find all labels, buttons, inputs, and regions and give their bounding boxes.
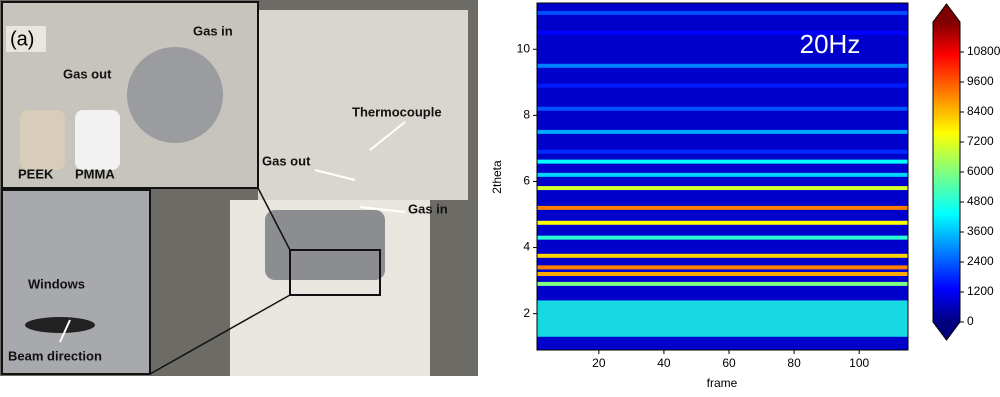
arrow (359, 206, 406, 213)
inset-bottom (1, 189, 151, 375)
plot-frame (536, 2, 909, 351)
colorbar-tick-label: 7200 (967, 134, 994, 148)
panel-label: (a) (10, 28, 34, 50)
photo-label: Gas in (408, 201, 448, 216)
x-tick-label: 60 (722, 356, 736, 370)
colorbar-extend (933, 322, 960, 340)
arrow (314, 169, 356, 181)
photo-label: Gas in (193, 23, 233, 38)
photo-label: Beam direction (8, 348, 102, 363)
photo-label: PMMA (75, 166, 115, 181)
heatmap-band (537, 300, 908, 337)
photo-label: Thermocouple (352, 104, 442, 119)
x-tick-label: 20 (592, 356, 606, 370)
colorbar-tick-label: 3600 (967, 224, 994, 238)
photo-label: Windows (28, 276, 85, 291)
heatmap-stripe (537, 271, 908, 276)
heatmap-stripe (537, 83, 908, 88)
cell (265, 210, 385, 280)
heatmap-stripe (537, 30, 908, 35)
zoom-line (149, 294, 291, 375)
heatmap-stripe (537, 149, 908, 154)
y-tick-label: 8 (523, 108, 530, 122)
label-bg (6, 26, 46, 52)
heatmap-stripe (537, 186, 908, 191)
y-tick-label: 2 (523, 306, 530, 320)
heatmap-stripe (537, 106, 908, 111)
y-tick-label: 10 (517, 41, 531, 55)
equipment (258, 10, 468, 200)
photo-label: Gas out (262, 153, 311, 168)
heatmap-stripe (537, 205, 908, 210)
heatmap-stripe (537, 220, 908, 225)
arrow (59, 319, 71, 343)
colorbar-tick-label: 0 (967, 314, 974, 328)
colorbar-tick-label: 4800 (967, 194, 994, 208)
zoom-box (289, 249, 381, 296)
heatmap-stripe (537, 265, 908, 270)
colorbar-tick-label: 9600 (967, 74, 994, 88)
heatmap-stripe (537, 172, 908, 177)
flange (127, 47, 223, 143)
heatmap-stripe (537, 129, 908, 134)
x-tick-label: 80 (787, 356, 801, 370)
colorbar-tick-label: 8400 (967, 104, 994, 118)
peek-ring (20, 110, 65, 170)
photo: (a) Gas in Gas out PEEK PMMA Thermocoupl… (0, 0, 478, 376)
zoom-line (257, 187, 291, 251)
arrow (369, 121, 406, 151)
heatmap-stripe (537, 253, 908, 258)
y-axis-label: 2theta (490, 160, 504, 194)
heatmap-stripe (537, 281, 908, 286)
photo-label: Gas out (63, 66, 112, 81)
x-tick-label: 40 (657, 356, 671, 370)
x-axis-label: frame (707, 376, 738, 390)
heatmap-stripe (537, 10, 908, 15)
colorbar-tick-label: 1200 (967, 284, 994, 298)
colorbar-extend (933, 4, 960, 22)
heatmap-stripe (537, 63, 908, 68)
pmma-ring (75, 110, 120, 170)
heatmap-stripe (537, 159, 908, 164)
y-tick-label: 4 (523, 240, 530, 254)
colorbar-tick-label: 6000 (967, 164, 994, 178)
photo-label: PEEK (18, 166, 54, 181)
heatmap-stripe (537, 235, 908, 240)
colorbar-tick-label: 10800 (967, 44, 1000, 58)
colorbar-tick-label: 2400 (967, 254, 994, 268)
y-tick-label: 6 (523, 174, 530, 188)
x-tick-label: 100 (849, 356, 869, 370)
window (25, 317, 95, 333)
colorbar (933, 22, 960, 322)
annotation: 20Hz (800, 29, 861, 59)
